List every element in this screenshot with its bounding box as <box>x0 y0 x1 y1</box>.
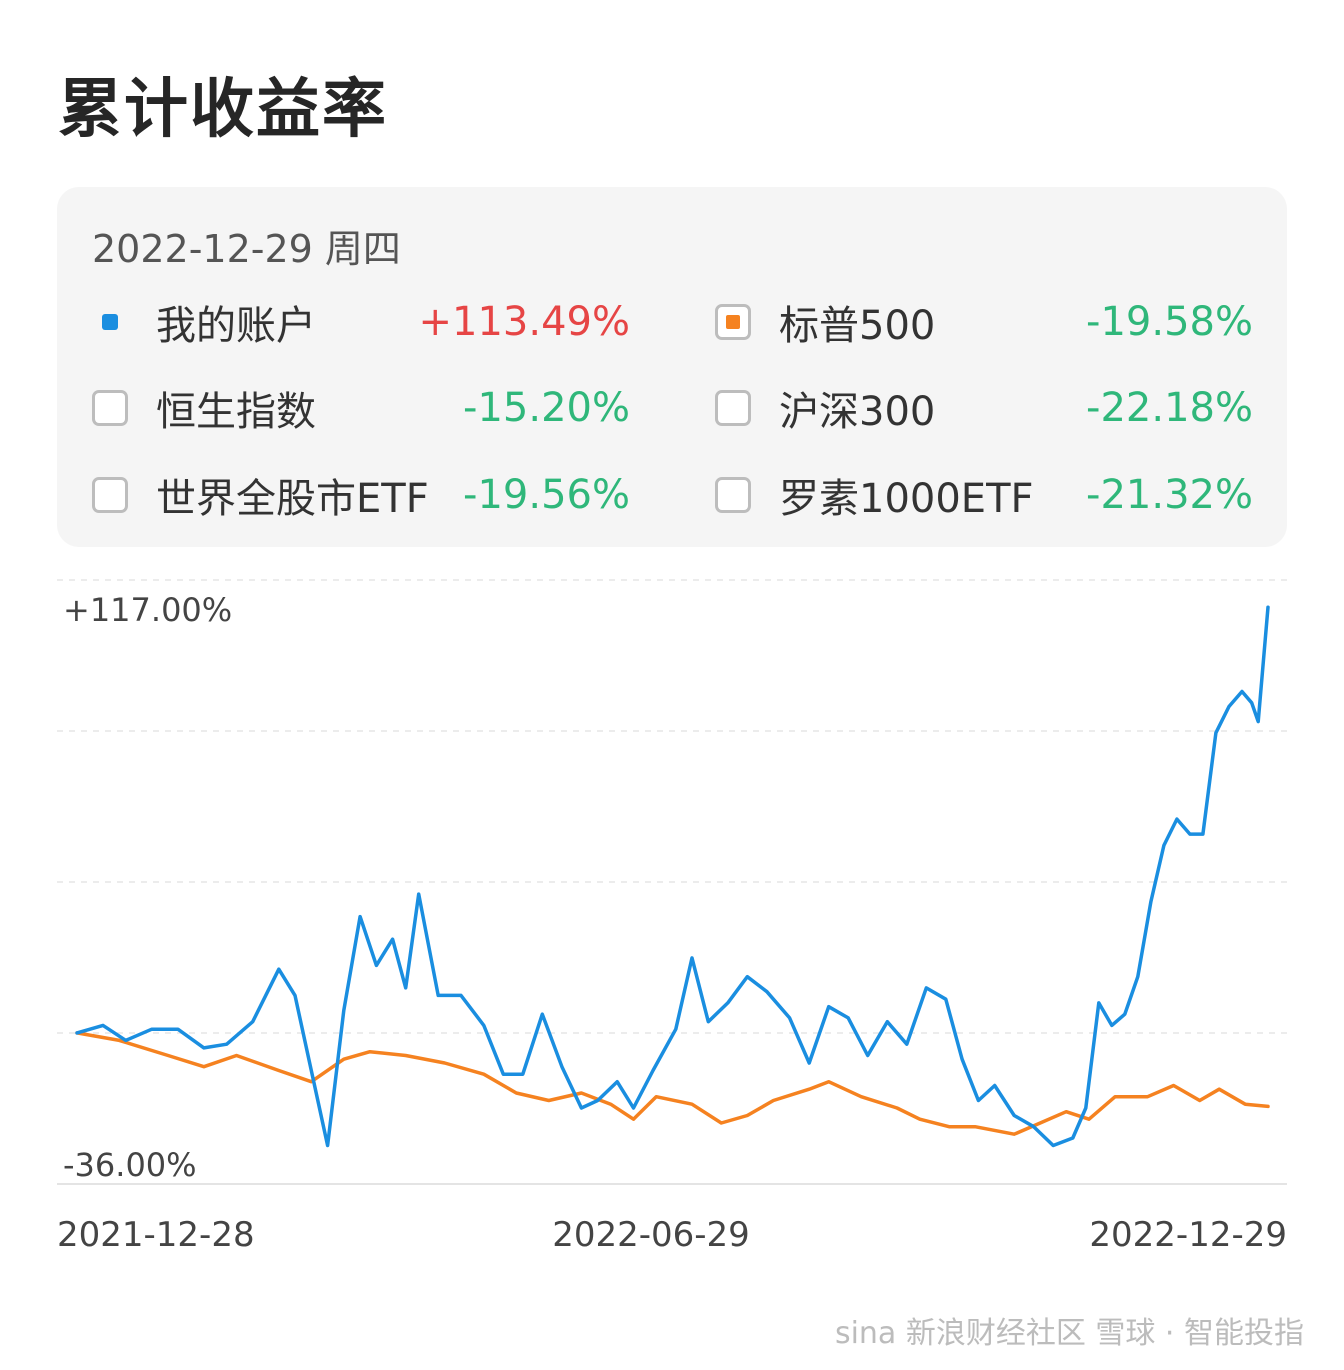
series-line <box>75 1031 1270 1136</box>
legend-item[interactable]: 我的账户 +113.49% <box>92 292 630 352</box>
series-line <box>75 605 1270 1148</box>
series-color-dot <box>102 314 118 330</box>
legend-label: 罗素1000ETF <box>779 476 1034 522</box>
legend-label: 世界全股市ETF <box>156 476 429 522</box>
legend-value: -21.32% <box>1086 472 1253 518</box>
legend-item[interactable]: 世界全股市ETF -19.56% <box>92 465 630 525</box>
legend-checkbox[interactable] <box>92 390 128 426</box>
legend-panel <box>57 187 1287 547</box>
selected-date: 2022-12-29 周四 <box>92 227 401 271</box>
x-tick-label: 2022-06-29 <box>552 1215 750 1255</box>
legend-value: -19.58% <box>1086 299 1253 345</box>
legend-label: 我的账户 <box>156 303 316 349</box>
legend-value: -15.20% <box>463 385 630 431</box>
y-min-label: -36.00% <box>63 1146 197 1184</box>
page-title: 累计收益率 <box>58 73 388 147</box>
legend-item[interactable]: 罗素1000ETF -21.32% <box>715 465 1253 525</box>
legend-checkbox[interactable] <box>715 304 751 340</box>
watermark: sina 新浪财经社区 雪球 · 智能投指 <box>834 1316 1304 1351</box>
legend-value: +113.49% <box>418 299 630 345</box>
legend-checkbox[interactable] <box>715 477 751 513</box>
legend-checkbox[interactable] <box>715 390 751 426</box>
legend-label: 沪深300 <box>779 389 936 435</box>
legend-checkbox[interactable] <box>92 477 128 513</box>
legend-item[interactable]: 标普500 -19.58% <box>715 292 1253 352</box>
legend-item[interactable]: 恒生指数 -15.20% <box>92 378 630 438</box>
legend-item[interactable]: 沪深300 -22.18% <box>715 378 1253 438</box>
y-max-label: +117.00% <box>63 591 232 629</box>
legend-value: -19.56% <box>463 472 630 518</box>
legend-value: -22.18% <box>1086 385 1253 431</box>
x-tick-label: 2022-12-29 <box>1089 1215 1287 1255</box>
legend-label: 恒生指数 <box>156 389 316 435</box>
x-tick-label: 2021-12-28 <box>57 1215 255 1255</box>
legend-label: 标普500 <box>779 303 936 349</box>
